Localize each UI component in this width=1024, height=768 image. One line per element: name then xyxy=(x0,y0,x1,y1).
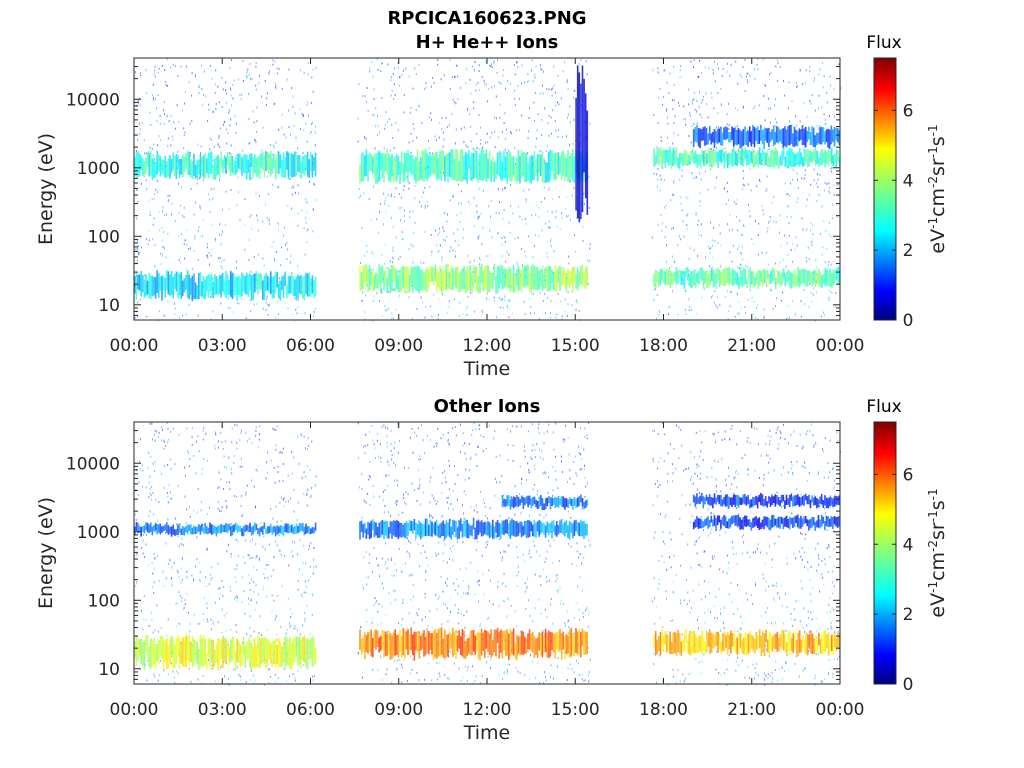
colorbar-ticks: 0 2 4 6 xyxy=(874,465,913,695)
x-tick-label: 12:00 xyxy=(463,336,512,356)
flux-band xyxy=(575,65,589,223)
colorbar-title: Flux xyxy=(866,397,901,417)
x-tick-label: 09:00 xyxy=(374,700,423,720)
colorbar-tick-label: 0 xyxy=(903,675,914,695)
x-tick-label: 15:00 xyxy=(551,700,600,720)
y-tick-label: 10000 xyxy=(66,454,120,474)
flux-band xyxy=(134,270,317,302)
colorbar-tick-label: 6 xyxy=(903,101,914,121)
panel-hplus-heplusplus: H+ He++ Ions 00:00 03:00 06:00 09:00 12:00 15… xyxy=(35,32,949,380)
y-axis-label: Energy (eV) xyxy=(35,497,57,609)
x-tick-label: 03:00 xyxy=(198,700,247,720)
x-tick-label: 00:00 xyxy=(110,700,159,720)
flux-band xyxy=(134,522,317,537)
colorbar-scale xyxy=(873,57,897,321)
x-tick-label: 21:00 xyxy=(727,700,776,720)
flux-band xyxy=(653,266,841,289)
flux-band xyxy=(692,514,841,531)
x-axis-label: Time xyxy=(463,722,511,744)
x-tick-label: 03:00 xyxy=(198,336,247,356)
x-tick-label: 12:00 xyxy=(463,700,512,720)
x-tick-label: 06:00 xyxy=(286,700,335,720)
x-tick-label: 18:00 xyxy=(639,336,688,356)
flux-band xyxy=(134,634,317,671)
x-tick-label: 18:00 xyxy=(639,700,688,720)
panel-title: Other Ions xyxy=(434,396,541,417)
flux-band xyxy=(359,518,588,540)
flux-band xyxy=(501,494,589,510)
y-tick-label: 10000 xyxy=(66,90,120,110)
colorbar-tick-label: 2 xyxy=(903,241,914,261)
x-tick-label: 00:00 xyxy=(816,700,865,720)
y-tick-label: 10 xyxy=(98,296,120,316)
flux-band xyxy=(134,150,317,181)
x-tick-label: 00:00 xyxy=(110,336,159,356)
flux-band xyxy=(359,148,588,185)
flux-band xyxy=(653,628,841,657)
y-axis-label: Energy (eV) xyxy=(35,133,57,245)
y-tick-label: 1000 xyxy=(77,159,120,179)
colorbar: Flux 0 2 4 6 eV-1cm-2sr-1s-1 xyxy=(866,397,949,695)
flux-band xyxy=(359,627,588,661)
x-ticks: 00:00 03:00 06:00 09:00 12:00 15:00 18:00 21:00… xyxy=(110,58,865,356)
x-tick-label: 21:00 xyxy=(727,336,776,356)
x-tick-label: 15:00 xyxy=(551,336,600,356)
y-ticks: 10 100 1000 10000 xyxy=(66,421,840,685)
panel-title: H+ He++ Ions xyxy=(416,32,559,53)
colorbar-tick-label: 6 xyxy=(903,465,914,485)
colorbar-ticks: 0 2 4 6 xyxy=(874,101,913,331)
flux-band xyxy=(692,492,841,509)
panel-other-ions: Other Ions 00:00 03:00 06:00 09:00 12:00 15:0… xyxy=(35,396,949,744)
y-tick-label: 1000 xyxy=(77,523,120,543)
x-ticks: 00:00 03:00 06:00 09:00 12:00 15:00 18:00 21:00… xyxy=(110,422,865,720)
figure-title: RPCICA160623.PNG xyxy=(387,8,586,29)
flux-band xyxy=(692,124,841,149)
flux-band xyxy=(653,146,841,170)
colorbar-scale xyxy=(873,421,897,685)
y-tick-label: 10 xyxy=(98,660,120,680)
x-tick-label: 09:00 xyxy=(374,336,423,356)
colorbar-tick-label: 4 xyxy=(903,171,914,191)
y-tick-label: 100 xyxy=(88,591,120,611)
x-tick-label: 00:00 xyxy=(816,336,865,356)
flux-band xyxy=(359,263,588,294)
colorbar-tick-label: 2 xyxy=(903,605,914,625)
colorbar-tick-label: 4 xyxy=(903,535,914,555)
spectrogram-plot xyxy=(134,422,841,686)
x-tick-label: 06:00 xyxy=(286,336,335,356)
y-ticks: 10 100 1000 10000 xyxy=(66,57,840,321)
colorbar: Flux 0 2 4 6 eV-1cm-2sr-1s-1 xyxy=(866,33,949,331)
colorbar-unit-label: eV-1cm-2sr-1s-1 xyxy=(926,488,949,617)
x-axis-label: Time xyxy=(463,358,511,380)
y-tick-label: 100 xyxy=(88,227,120,247)
spectrogram-plot xyxy=(134,58,841,322)
colorbar-unit-label: eV-1cm-2sr-1s-1 xyxy=(926,124,949,253)
colorbar-tick-label: 0 xyxy=(903,311,914,331)
colorbar-title: Flux xyxy=(866,33,901,53)
